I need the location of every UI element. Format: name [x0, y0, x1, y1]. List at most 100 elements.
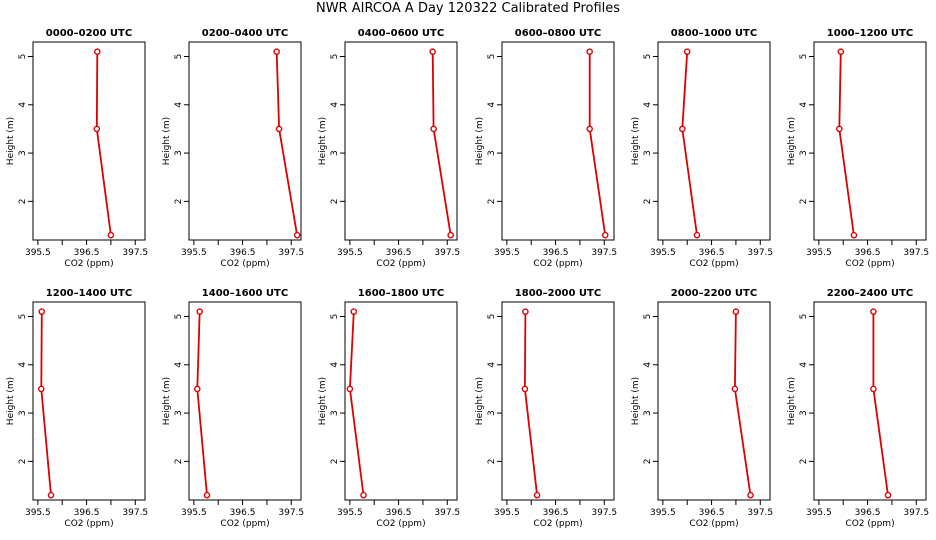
y-axis-label: Height (m) [318, 377, 328, 425]
y-tick-label: 3 [799, 150, 809, 156]
chart-panel-2: 0200–0400 UTC 395.5 396.5 397.5 CO2 (ppm) 2 3 4… [162, 28, 304, 269]
plot-frame [657, 41, 771, 241]
x-tick-label: 397.5 [903, 508, 929, 518]
profile-line [838, 51, 855, 236]
panel-title: 1000–1200 UTC [827, 28, 913, 39]
x-tick-label: 396.5 [543, 508, 569, 518]
panel-title: 1800–2000 UTC [515, 288, 601, 299]
y-tick-label: 4 [799, 362, 809, 368]
y-tick-label: 2 [18, 198, 28, 204]
y-axis-label: Height (m) [475, 377, 485, 425]
x-tick-label: 397.5 [747, 508, 773, 518]
y-tick-label: 2 [18, 458, 28, 464]
plot-frame [813, 41, 927, 241]
x-tick-label: 395.5 [337, 508, 363, 518]
x-axis-label: CO2 (ppm) [689, 519, 738, 529]
data-point [521, 385, 529, 393]
profile-line [275, 51, 298, 236]
chart-panel-4: 0600–0800 UTC 395.5 396.5 397.5 CO2 (ppm) 2 3 4… [475, 28, 617, 269]
panel-title: 1400–1600 UTC [202, 288, 288, 299]
data-point [196, 308, 204, 315]
data-point [522, 308, 529, 315]
data-point [732, 308, 740, 315]
x-tick-label: 395.5 [25, 248, 51, 258]
chart-panel-10: 1800–2000 UTC 395.5 396.5 397.5 CO2 (ppm) 2 3 4… [475, 288, 617, 529]
data-point [93, 48, 101, 55]
x-tick-label: 395.5 [494, 248, 520, 258]
y-tick-label: 3 [643, 410, 653, 416]
y-tick-label: 2 [330, 198, 340, 204]
chart-panel-8: 1400–1600 UTC 395.5 396.5 397.5 CO2 (ppm) 2 3 4… [162, 288, 304, 529]
data-point [346, 385, 354, 393]
y-tick-label: 2 [799, 458, 809, 464]
plot-frame [32, 41, 146, 241]
chart-panel-11: 2000–2200 UTC 395.5 396.5 397.5 CO2 (ppm) 2 3 4… [631, 288, 773, 529]
y-tick-label: 5 [487, 314, 497, 320]
chart-panel-1: 0000–0200 UTC 395.5 396.5 397.5 CO2 (ppm) 2 3 4… [6, 28, 148, 269]
panel-title: 0200–0400 UTC [202, 28, 288, 39]
x-tick-label: 397.5 [122, 248, 148, 258]
panel-title: 0800–1000 UTC [671, 28, 757, 39]
profile-line [681, 51, 698, 236]
x-tick-label: 396.5 [699, 248, 725, 258]
page-title: NWR AIRCOA A Day 120322 Calibrated Profi… [315, 1, 621, 16]
y-tick-label: 4 [174, 102, 184, 108]
y-tick-label: 5 [174, 54, 184, 60]
x-axis-label: CO2 (ppm) [64, 519, 113, 529]
x-tick-label: 396.5 [699, 508, 725, 518]
x-axis-label: CO2 (ppm) [533, 259, 582, 269]
y-tick-label: 5 [799, 54, 809, 60]
data-point [93, 125, 101, 133]
y-tick-label: 3 [174, 150, 184, 156]
x-tick-label: 397.5 [434, 508, 460, 518]
x-tick-label: 395.5 [337, 248, 363, 258]
y-tick-label: 2 [330, 458, 340, 464]
x-tick-label: 396.5 [386, 248, 412, 258]
x-tick-label: 396.5 [230, 248, 256, 258]
profile-line [588, 51, 607, 236]
data-point [107, 231, 115, 239]
y-tick-label: 5 [643, 314, 653, 320]
data-point [203, 491, 211, 499]
x-axis-label: CO2 (ppm) [376, 259, 425, 269]
data-point [870, 308, 877, 315]
x-tick-label: 395.5 [650, 508, 676, 518]
y-axis-label: Height (m) [631, 377, 641, 425]
y-tick-label: 5 [330, 314, 340, 320]
y-axis-label: Height (m) [475, 117, 485, 165]
data-point [193, 385, 201, 393]
y-tick-label: 5 [174, 314, 184, 320]
y-tick-label: 2 [174, 198, 184, 204]
data-point [273, 48, 280, 55]
x-tick-label: 396.5 [74, 508, 100, 518]
chart-panel-3: 0400–0600 UTC 395.5 396.5 397.5 CO2 (ppm) 2 3 4… [318, 28, 460, 269]
profile-line [196, 311, 208, 496]
x-axis-label: CO2 (ppm) [845, 259, 894, 269]
y-tick-label: 3 [18, 150, 28, 156]
y-tick-label: 4 [18, 362, 28, 368]
profile-line [872, 311, 889, 496]
plot-frame [344, 301, 458, 501]
panel-title: 2000–2200 UTC [671, 288, 757, 299]
data-point [275, 125, 283, 133]
y-axis-label: Height (m) [631, 117, 641, 165]
y-tick-label: 2 [487, 458, 497, 464]
y-tick-label: 3 [487, 150, 497, 156]
y-axis-label: Height (m) [318, 117, 328, 165]
profile-line [348, 311, 365, 496]
x-tick-label: 395.5 [806, 248, 832, 258]
x-tick-label: 397.5 [434, 248, 460, 258]
y-axis-label: Height (m) [787, 117, 797, 165]
y-tick-label: 4 [174, 362, 184, 368]
profile-line [431, 51, 452, 236]
panel-title: 2200–2400 UTC [827, 288, 913, 299]
chart-panel-6: 1000–1200 UTC 395.5 396.5 397.5 CO2 (ppm) 2 3 4… [787, 28, 929, 269]
x-tick-label: 396.5 [855, 508, 881, 518]
plot-frame [188, 41, 302, 241]
data-point [836, 125, 843, 133]
y-axis-label: Height (m) [162, 377, 172, 425]
x-axis-label: CO2 (ppm) [689, 259, 738, 269]
chart-panel-7: 1200–1400 UTC 395.5 396.5 397.5 CO2 (ppm) 2 3 4… [6, 288, 148, 529]
data-point [447, 231, 454, 239]
data-point [693, 231, 701, 239]
